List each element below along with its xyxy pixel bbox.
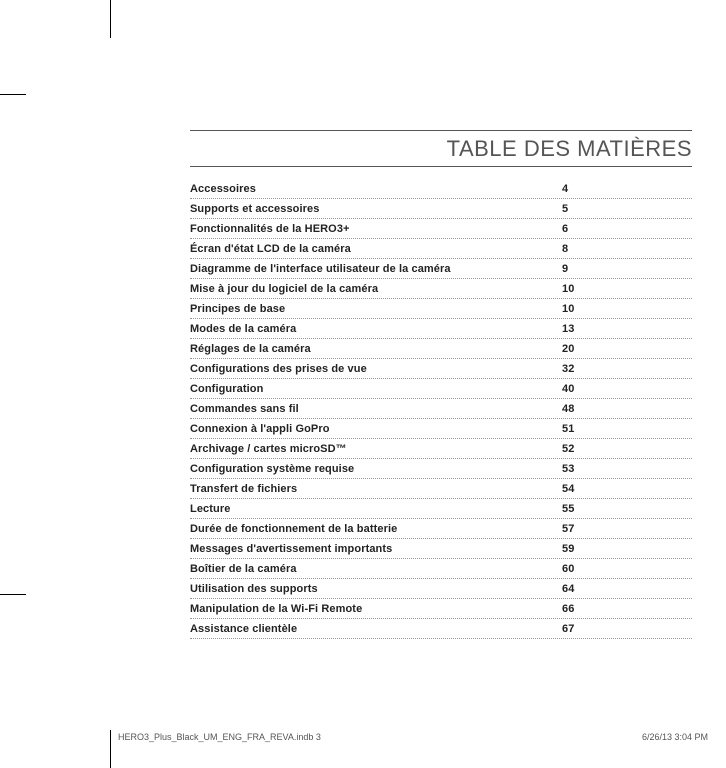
toc-entry-page: 40	[560, 383, 692, 395]
toc-row: Manipulation de la Wi-Fi Remote 66	[190, 599, 692, 619]
toc-row: Supports et accessoires 5	[190, 199, 692, 219]
footer-datetime: 6/26/13 3:04 PM	[642, 732, 708, 742]
crop-mark	[110, 0, 111, 38]
toc-entry-page: 64	[560, 583, 692, 595]
toc-entry-label: Connexion à l'appli GoPro	[190, 423, 330, 435]
toc-entry-label: Diagramme de l'interface utilisateur de …	[190, 263, 451, 275]
toc-entry-label: Configuration	[190, 383, 263, 395]
toc-entry-page: 59	[560, 543, 692, 555]
toc-entry-page: 53	[560, 463, 692, 475]
toc-row: Accessoires 4	[190, 179, 692, 199]
toc-entry-page: 20	[560, 343, 692, 355]
toc-entry-page: 8	[560, 243, 692, 255]
toc-entry-label: Messages d'avertissement importants	[190, 543, 392, 555]
toc-entry-label: Assistance clientèle	[190, 623, 297, 635]
toc-entry-label: Configurations des prises de vue	[190, 363, 367, 375]
toc-entry-page: 52	[560, 443, 692, 455]
toc-entry-page: 67	[560, 623, 692, 635]
toc-entry-page: 55	[560, 503, 692, 515]
toc-row: Configurations des prises de vue 32	[190, 359, 692, 379]
toc-entry-label: Fonctionnalités de la HERO3+	[190, 223, 350, 235]
toc-entry-page: 48	[560, 403, 692, 415]
toc-row: Connexion à l'appli GoPro 51	[190, 419, 692, 439]
toc-entry-page: 60	[560, 563, 692, 575]
toc-row: Mise à jour du logiciel de la caméra 10	[190, 279, 692, 299]
toc-entry-page: 66	[560, 603, 692, 615]
page-footer: HERO3_Plus_Black_UM_ENG_FRA_REVA.indb 3 …	[118, 732, 708, 742]
toc-entry-page: 57	[560, 523, 692, 535]
toc-list: Accessoires 4 Supports et accessoires 5 Fonc…	[190, 179, 692, 639]
toc-entry-label: Manipulation de la Wi-Fi Remote	[190, 603, 362, 615]
toc-entry-page: 32	[560, 363, 692, 375]
toc-entry-label: Configuration système requise	[190, 463, 354, 475]
toc-entry-page: 10	[560, 283, 692, 295]
toc-row: Configuration système requise 53	[190, 459, 692, 479]
toc-entry-page: 5	[560, 203, 692, 215]
toc-row: Principes de base 10	[190, 299, 692, 319]
toc-entry-page: 13	[560, 323, 692, 335]
toc-row: Modes de la caméra 13	[190, 319, 692, 339]
toc-entry-label: Accessoires	[190, 183, 256, 195]
toc-row: Fonctionnalités de la HERO3+ 6	[190, 219, 692, 239]
crop-mark	[0, 594, 26, 595]
toc-entry-label: Utilisation des supports	[190, 583, 318, 595]
footer-filename: HERO3_Plus_Black_UM_ENG_FRA_REVA.indb 3	[118, 732, 321, 742]
toc-entry-label: Écran d'état LCD de la caméra	[190, 243, 351, 255]
toc-row: Utilisation des supports 64	[190, 579, 692, 599]
toc-entry-page: 6	[560, 223, 692, 235]
toc-title: TABLE DES MATIÈRES	[190, 133, 692, 166]
toc-row: Diagramme de l'interface utilisateur de …	[190, 259, 692, 279]
toc-row: Durée de fonctionnement de la batterie 57	[190, 519, 692, 539]
rule-top	[190, 130, 692, 131]
toc-row: Messages d'avertissement importants 59	[190, 539, 692, 559]
page-content: TABLE DES MATIÈRES Accessoires 4 Supports …	[190, 130, 692, 639]
crop-mark	[110, 730, 111, 768]
toc-entry-label: Lecture	[190, 503, 230, 515]
toc-row: Archivage / cartes microSD™ 52	[190, 439, 692, 459]
rule-bottom	[190, 166, 692, 167]
toc-entry-page: 4	[560, 183, 692, 195]
toc-row: Lecture 55	[190, 499, 692, 519]
toc-entry-label: Modes de la caméra	[190, 323, 296, 335]
toc-row: Configuration 40	[190, 379, 692, 399]
toc-entry-label: Commandes sans fil	[190, 403, 299, 415]
toc-entry-label: Principes de base	[190, 303, 285, 315]
crop-mark	[0, 94, 26, 95]
toc-row: Commandes sans fil 48	[190, 399, 692, 419]
toc-row: Transfert de fichiers 54	[190, 479, 692, 499]
toc-entry-label: Supports et accessoires	[190, 203, 319, 215]
toc-entry-label: Mise à jour du logiciel de la caméra	[190, 283, 378, 295]
toc-entry-label: Transfert de fichiers	[190, 483, 297, 495]
toc-row: Boîtier de la caméra 60	[190, 559, 692, 579]
toc-entry-label: Réglages de la caméra	[190, 343, 311, 355]
toc-entry-page: 51	[560, 423, 692, 435]
toc-entry-label: Archivage / cartes microSD™	[190, 443, 347, 455]
toc-entry-label: Durée de fonctionnement de la batterie	[190, 523, 397, 535]
toc-entry-page: 9	[560, 263, 692, 275]
toc-row: Écran d'état LCD de la caméra 8	[190, 239, 692, 259]
toc-row: Réglages de la caméra 20	[190, 339, 692, 359]
toc-entry-page: 54	[560, 483, 692, 495]
toc-row: Assistance clientèle 67	[190, 619, 692, 639]
toc-entry-label: Boîtier de la caméra	[190, 563, 297, 575]
toc-entry-page: 10	[560, 303, 692, 315]
